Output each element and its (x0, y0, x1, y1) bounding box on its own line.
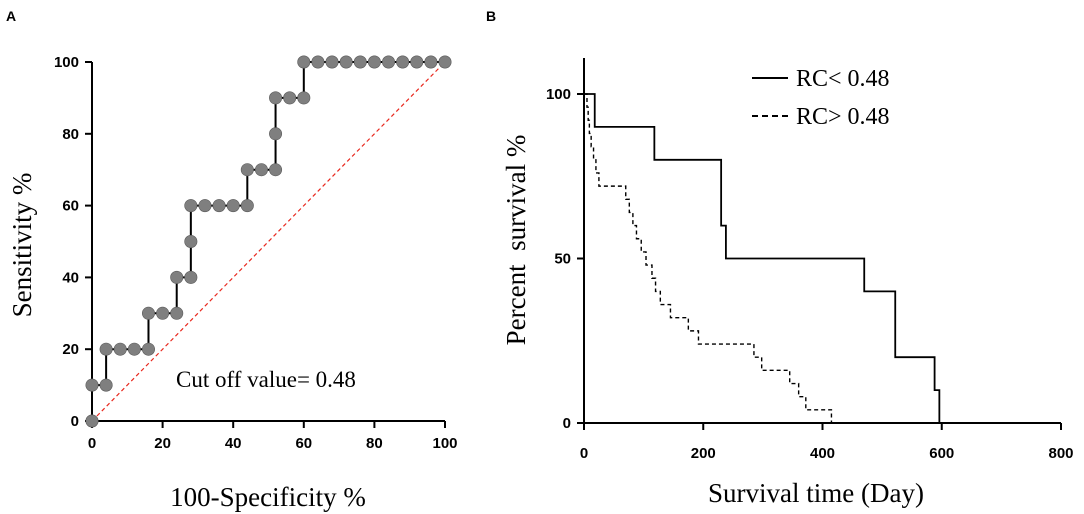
roc-point (339, 55, 353, 69)
roc-point (99, 342, 113, 356)
roc-point (198, 199, 212, 213)
roc-point (410, 55, 424, 69)
roc-x-tick-label: 60 (295, 435, 312, 452)
roc-point (226, 199, 240, 213)
panel-a-label: A (6, 8, 16, 24)
roc-point (212, 199, 226, 213)
roc-point (269, 163, 283, 177)
roc-point (297, 91, 311, 105)
roc-point (127, 342, 141, 356)
roc-x-tick-label: 20 (154, 435, 171, 452)
roc-point (325, 55, 339, 69)
roc-point (269, 127, 283, 141)
roc-point (297, 55, 311, 69)
legend-label-rc-above: RC> 0.48 (796, 104, 890, 130)
roc-y-tick-label: 20 (62, 341, 79, 358)
roc-point (353, 55, 367, 69)
km-legend: RC< 0.48 RC> 0.48 (752, 66, 890, 130)
km-x-axis-title: Survival time (Day) (708, 478, 924, 508)
roc-point (396, 55, 410, 69)
roc-point (184, 235, 198, 249)
km-y-tick-label: 0 (563, 415, 571, 432)
roc-x-ticks: 0 20 40 60 80 100 (88, 421, 458, 452)
km-x-tick-label: 0 (580, 445, 588, 462)
roc-x-tick-label: 0 (88, 435, 96, 452)
roc-x-tick-label: 100 (432, 435, 457, 452)
roc-point (141, 306, 155, 320)
km-y-axis-title: Percent survival % (501, 135, 531, 346)
km-series-rc-above (584, 93, 841, 424)
legend-label-rc-below: RC< 0.48 (796, 66, 890, 92)
roc-point (240, 199, 254, 213)
roc-point (184, 199, 198, 213)
cutoff-annotation: Cut off value= 0.48 (176, 367, 356, 392)
km-x-ticks: 0 200 400 600 800 (580, 423, 1074, 462)
km-series-rc-below (584, 93, 941, 423)
roc-point (85, 378, 99, 392)
roc-point (85, 414, 99, 428)
roc-point (184, 270, 198, 284)
km-panel: B 0 200 400 600 800 0 50 100 RC< 0.48 RC> 0.48… (486, 8, 1074, 508)
km-y-tick-label: 100 (546, 86, 571, 103)
panel-b-label: B (486, 8, 496, 24)
km-x-tick-label: 800 (1048, 445, 1073, 462)
km-x-tick-label: 400 (810, 445, 835, 462)
roc-point (156, 306, 170, 320)
roc-point (141, 342, 155, 356)
km-x-tick-label: 200 (691, 445, 716, 462)
roc-y-tick-label: 0 (71, 413, 79, 430)
km-x-tick-label: 600 (929, 445, 954, 462)
roc-point (170, 306, 184, 320)
roc-x-axis-title: 100-Specificity % (170, 482, 366, 512)
roc-panel: A 0 20 40 60 80 100 0 20 40 60 80 100 Cut off valu… (6, 8, 458, 512)
roc-x-tick-label: 40 (225, 435, 242, 452)
roc-point (382, 55, 396, 69)
roc-y-tick-label: 100 (54, 54, 79, 71)
roc-y-ticks: 0 20 40 60 80 100 (54, 54, 92, 430)
km-y-tick-label: 50 (554, 251, 571, 268)
roc-points (85, 55, 452, 428)
roc-point (283, 91, 297, 105)
roc-y-tick-label: 40 (62, 269, 79, 286)
roc-point (170, 270, 184, 284)
roc-point (269, 91, 283, 105)
roc-point (438, 55, 452, 69)
roc-point (367, 55, 381, 69)
roc-point (240, 163, 254, 177)
roc-point (113, 342, 127, 356)
roc-point (99, 378, 113, 392)
roc-y-tick-label: 60 (62, 198, 79, 215)
km-y-ticks: 0 50 100 (546, 86, 584, 432)
roc-point (254, 163, 268, 177)
roc-point (311, 55, 325, 69)
roc-y-tick-label: 80 (62, 126, 79, 143)
roc-y-axis-title: Sensitivity % (7, 173, 37, 318)
roc-point (424, 55, 438, 69)
roc-x-tick-label: 80 (366, 435, 383, 452)
